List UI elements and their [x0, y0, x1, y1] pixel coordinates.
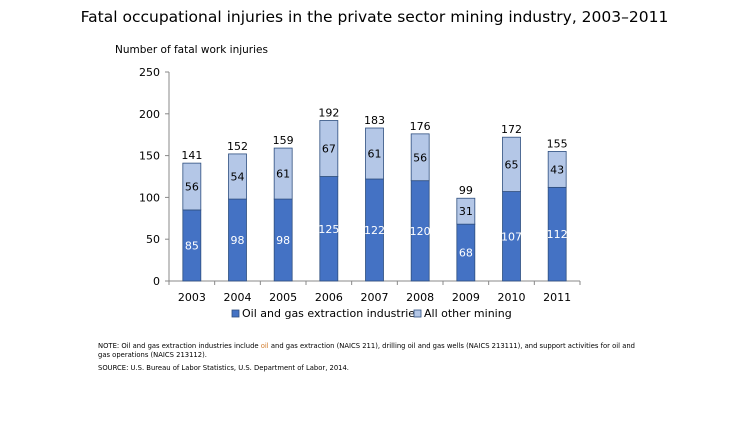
data-label: 61	[368, 148, 382, 161]
chart-plot: 0 50 100 150 200 250 2003 85 56 141 2004 98 54 152 200…	[139, 66, 581, 320]
legend-label: Oil and gas extraction industries	[242, 307, 421, 320]
bar-segment	[456, 197, 476, 225]
x-tick-label: 2011	[543, 291, 571, 304]
note-prefix: NOTE: Oil and gas extraction industries …	[98, 342, 261, 350]
bar-segment	[319, 120, 339, 177]
note-highlight: oil	[260, 342, 269, 350]
y-tick-label: 150	[139, 150, 160, 163]
y-tick-label: 50	[146, 233, 160, 246]
legend-swatch	[413, 309, 422, 318]
total-label: 176	[410, 120, 431, 133]
total-label: 192	[318, 106, 339, 119]
data-label: 98	[231, 234, 245, 247]
bar-segment	[502, 136, 521, 192]
x-tick-label: 2005	[269, 291, 297, 304]
data-label: 43	[550, 163, 564, 176]
y-axis-label: Number of fatal work injuries	[115, 44, 268, 56]
chart-source: SOURCE: U.S. Bureau of Labor Statistics,…	[98, 364, 349, 372]
data-label: 54	[231, 171, 245, 184]
y-tick-label: 250	[139, 66, 160, 79]
total-label: 99	[459, 184, 473, 197]
bar-segment	[273, 147, 293, 200]
y-tick-label: 0	[153, 275, 160, 288]
y-tick-label: 200	[139, 108, 160, 121]
total-label: 155	[547, 137, 568, 150]
data-label: 67	[322, 142, 336, 155]
data-label: 120	[410, 225, 431, 238]
total-label: 141	[181, 149, 202, 162]
x-tick-label: 2008	[406, 291, 434, 304]
data-label: 122	[364, 224, 385, 237]
note-suffix: and gas extraction (NAICS 211), drilling…	[98, 342, 635, 359]
total-label: 159	[273, 134, 294, 147]
bar-segment	[182, 162, 202, 211]
x-tick-label: 2010	[498, 291, 526, 304]
chart-title: Fatal occupational injuries in the priva…	[80, 8, 669, 26]
data-label: 65	[505, 158, 519, 171]
data-label: 56	[413, 151, 427, 164]
x-tick-label: 2003	[178, 291, 206, 304]
bar-segment	[228, 153, 247, 200]
data-label: 112	[547, 228, 568, 241]
legend-label: All other mining	[424, 307, 512, 320]
bar-segment	[410, 133, 430, 182]
legend-swatch	[231, 309, 240, 318]
data-label: 61	[276, 168, 290, 181]
x-tick-label: 2007	[361, 291, 389, 304]
x-tick-label: 2006	[315, 291, 343, 304]
data-label: 107	[501, 230, 522, 243]
chart-note: NOTE: Oil and gas extraction industries …	[98, 342, 638, 360]
x-tick-label: 2004	[224, 291, 252, 304]
data-label: 68	[459, 247, 473, 260]
bar-segment	[547, 151, 567, 188]
total-label: 172	[501, 123, 522, 136]
total-label: 183	[364, 114, 385, 127]
y-tick-label: 100	[139, 191, 160, 204]
data-label: 31	[459, 205, 473, 218]
bar-segment	[365, 127, 384, 180]
total-label: 152	[227, 140, 248, 153]
data-label: 125	[318, 223, 339, 236]
x-tick-label: 2009	[452, 291, 480, 304]
data-label: 56	[185, 181, 199, 194]
data-label: 98	[276, 234, 290, 247]
data-label: 85	[185, 239, 199, 252]
